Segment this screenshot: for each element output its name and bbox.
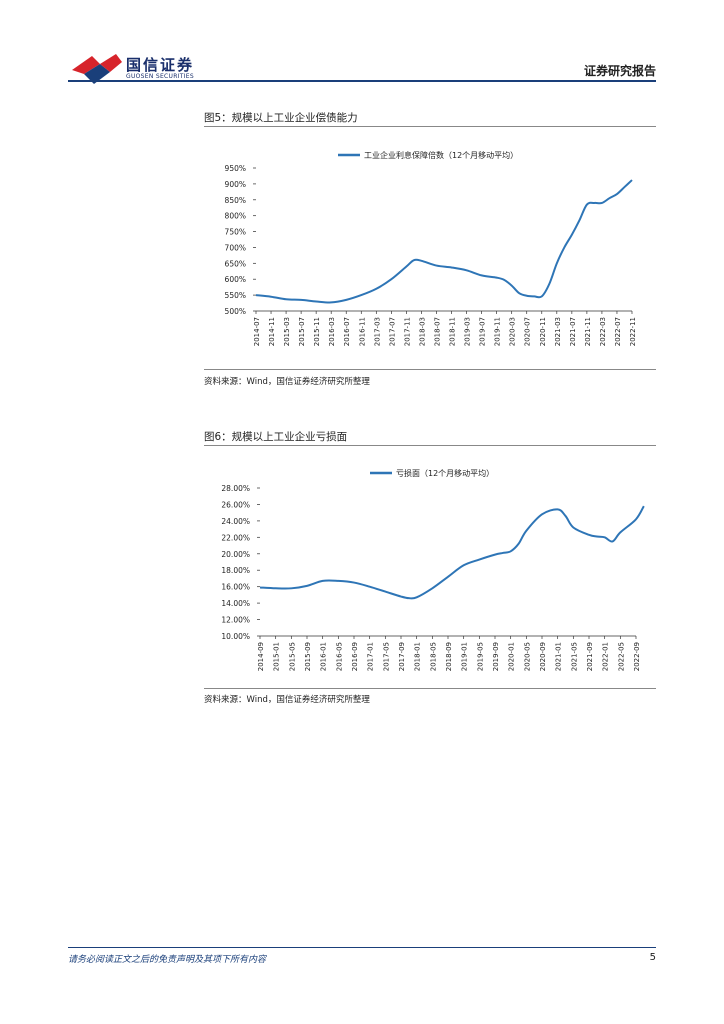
x-tick-label: 2014-07 bbox=[253, 317, 261, 346]
figure-5-source: 资料来源：Wind，国信证券经济研究所整理 bbox=[204, 377, 370, 387]
y-tick-label: 10.00% bbox=[221, 632, 250, 641]
y-tick-label: 20.00% bbox=[221, 550, 250, 559]
report-type-label: 证券研究报告 bbox=[583, 64, 656, 78]
x-tick-label: 2018-01 bbox=[414, 642, 422, 671]
chart-1-legend: 亏损面（12个月移动平均） bbox=[370, 468, 494, 478]
chart-0-legend: 工业企业利息保障倍数（12个月移动平均） bbox=[338, 150, 518, 160]
x-tick-label: 2015-07 bbox=[298, 317, 306, 346]
y-tick-label: 900% bbox=[225, 180, 246, 189]
x-tick-label: 2016-09 bbox=[351, 642, 359, 671]
x-tick-label: 2015-03 bbox=[283, 317, 291, 346]
y-tick-label: 12.00% bbox=[221, 616, 250, 625]
y-tick-label: 26.00% bbox=[221, 500, 250, 509]
x-tick-label: 2020-01 bbox=[508, 642, 516, 671]
x-tick-label: 2020-09 bbox=[539, 642, 547, 671]
figure-5-top-rule bbox=[204, 126, 656, 127]
x-tick-label: 2022-03 bbox=[599, 317, 607, 346]
x-tick-label: 2019-11 bbox=[494, 317, 502, 346]
x-tick-label: 2020-05 bbox=[523, 642, 531, 671]
y-tick-label: 500% bbox=[225, 307, 246, 316]
x-tick-label: 2022-05 bbox=[617, 642, 625, 671]
y-tick-label: 24.00% bbox=[221, 517, 250, 526]
x-tick-label: 2015-05 bbox=[288, 642, 296, 671]
x-tick-label: 2022-09 bbox=[633, 642, 641, 671]
y-tick-label: 700% bbox=[225, 243, 246, 252]
chart-1-series-line-0 bbox=[259, 505, 645, 600]
logo-text-cn: 国信证券 bbox=[126, 56, 195, 74]
x-tick-label: 2015-09 bbox=[304, 642, 312, 671]
chart-loss-ratio: 亏损面（12个月移动平均） 28.00% 26.00% 24.00% 22.00% 20.… bbox=[221, 468, 645, 671]
legend-label: 工业企业利息保障倍数（12个月移动平均） bbox=[364, 150, 518, 160]
x-tick-label: 2020-07 bbox=[524, 317, 532, 346]
y-tick-label: 650% bbox=[225, 259, 246, 268]
x-tick-label: 2018-11 bbox=[449, 317, 457, 346]
chart-0-series-line-0 bbox=[255, 179, 633, 304]
x-tick-label: 2014-09 bbox=[257, 642, 265, 671]
y-tick-label: 18.00% bbox=[221, 566, 250, 575]
x-tick-label: 2021-05 bbox=[570, 642, 578, 671]
x-tick-label: 2021-07 bbox=[569, 317, 577, 346]
x-tick-label: 2021-09 bbox=[586, 642, 594, 671]
chart-interest-coverage: 工业企业利息保障倍数（12个月移动平均） 950% 900% 850% 800% 750%… bbox=[225, 150, 637, 346]
figure-6-bottom-rule bbox=[204, 688, 656, 689]
figure-5-bottom-rule bbox=[204, 369, 656, 370]
x-tick-label: 2020-11 bbox=[539, 317, 547, 346]
y-tick-label: 950% bbox=[225, 164, 246, 173]
x-tick-label: 2021-11 bbox=[584, 317, 592, 346]
x-tick-label: 2015-11 bbox=[313, 317, 321, 346]
x-tick-label: 2019-01 bbox=[461, 642, 469, 671]
x-tick-label: 2016-11 bbox=[358, 317, 366, 346]
footer-disclaimer: 请务必阅读正文之后的免责声明及其项下所有内容 bbox=[68, 955, 267, 965]
x-tick-label: 2018-07 bbox=[433, 317, 441, 346]
x-tick-label: 2017-09 bbox=[398, 642, 406, 671]
x-tick-label: 2021-03 bbox=[554, 317, 562, 346]
x-tick-label: 2018-09 bbox=[445, 642, 453, 671]
x-tick-label: 2019-09 bbox=[492, 642, 500, 671]
y-tick-label: 750% bbox=[225, 228, 246, 237]
x-tick-label: 2014-11 bbox=[268, 317, 276, 346]
figure-6-source: 资料来源：Wind，国信证券经济研究所整理 bbox=[204, 695, 370, 705]
figure-5-title: 图5：规模以上工业企业偿债能力 bbox=[204, 112, 358, 124]
footer-divider bbox=[68, 947, 656, 948]
y-tick-label: 800% bbox=[225, 212, 246, 221]
y-tick-label: 850% bbox=[225, 196, 246, 205]
y-tick-label: 600% bbox=[225, 275, 246, 284]
y-tick-label: 14.00% bbox=[221, 599, 250, 608]
x-tick-label: 2017-11 bbox=[403, 317, 411, 346]
x-tick-label: 2019-07 bbox=[479, 317, 487, 346]
x-tick-label: 2016-07 bbox=[343, 317, 351, 346]
legend-label: 亏损面（12个月移动平均） bbox=[396, 468, 494, 478]
x-tick-label: 2022-01 bbox=[602, 642, 610, 671]
guosen-logo-icon bbox=[72, 54, 122, 84]
figure-6-top-rule bbox=[204, 445, 656, 446]
x-tick-label: 2017-07 bbox=[388, 317, 396, 346]
y-tick-label: 16.00% bbox=[221, 583, 250, 592]
x-tick-label: 2016-03 bbox=[328, 317, 336, 346]
x-tick-label: 2019-03 bbox=[464, 317, 472, 346]
x-tick-label: 2022-11 bbox=[629, 317, 637, 346]
x-tick-label: 2019-05 bbox=[476, 642, 484, 671]
x-tick-label: 2020-03 bbox=[509, 317, 517, 346]
y-tick-label: 550% bbox=[225, 291, 246, 300]
x-tick-label: 2015-01 bbox=[273, 642, 281, 671]
x-tick-label: 2016-01 bbox=[320, 642, 328, 671]
x-tick-label: 2017-03 bbox=[373, 317, 381, 346]
x-tick-label: 2018-05 bbox=[429, 642, 437, 671]
logo-text-en: GUOSEN SECURITIES bbox=[126, 73, 195, 80]
header-divider bbox=[68, 80, 656, 82]
page-header: 国信证券 GUOSEN SECURITIES 证券研究报告 bbox=[0, 0, 724, 90]
x-tick-label: 2016-05 bbox=[335, 642, 343, 671]
x-tick-label: 2022-07 bbox=[614, 317, 622, 346]
y-tick-label: 28.00% bbox=[221, 484, 250, 493]
x-tick-label: 2017-05 bbox=[382, 642, 390, 671]
x-tick-label: 2018-03 bbox=[418, 317, 426, 346]
x-tick-label: 2021-01 bbox=[555, 642, 563, 671]
x-tick-label: 2017-01 bbox=[367, 642, 375, 671]
y-tick-label: 22.00% bbox=[221, 533, 250, 542]
page-number: 5 bbox=[649, 952, 656, 963]
figure-6-title: 图6：规模以上工业企业亏损面 bbox=[204, 431, 348, 443]
